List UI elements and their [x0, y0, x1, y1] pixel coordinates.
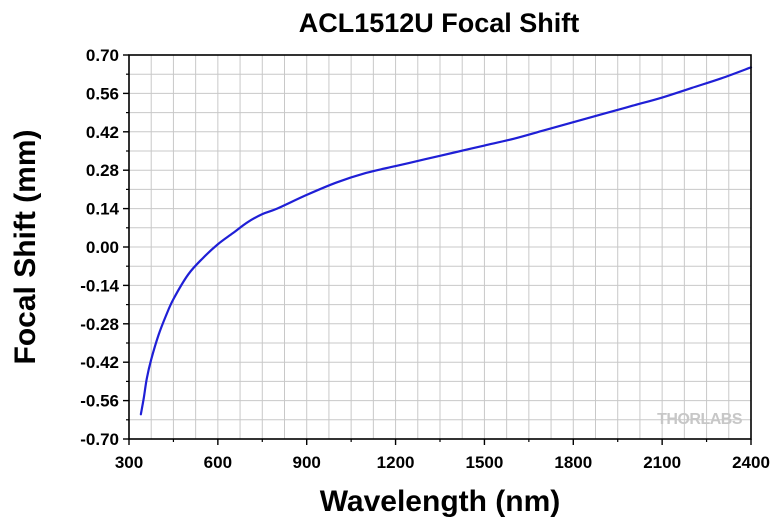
x-tick-label: 600 — [204, 453, 232, 472]
y-tick-label: -0.42 — [80, 353, 119, 372]
y-tick-label: 0.14 — [86, 200, 120, 219]
chart-title: ACL1512U Focal Shift — [299, 8, 580, 38]
y-tick-label: -0.28 — [80, 315, 119, 334]
y-tick-label: 0.28 — [86, 161, 119, 180]
y-tick-label: -0.56 — [80, 392, 119, 411]
x-tick-label: 2400 — [732, 453, 770, 472]
y-axis-ticks: 0.70 0.56 0.42 0.28 0.14 0.00 -0.14 -0.28 -0.42 -… — [80, 46, 129, 449]
y-tick-label: -0.70 — [80, 430, 119, 449]
thorlabs-watermark: THORLABS — [657, 411, 743, 428]
y-tick-label: 0.42 — [86, 123, 119, 142]
x-tick-label: 300 — [115, 453, 143, 472]
y-tick-label: 0.70 — [86, 46, 119, 65]
y-tick-label: 0.00 — [86, 238, 119, 257]
x-axis-ticks: 300 600 900 1200 1500 1800 2100 2400 — [115, 439, 770, 472]
x-tick-label: 900 — [293, 453, 321, 472]
y-tick-label: 0.56 — [86, 84, 119, 103]
series-line-0 — [139, 66, 753, 416]
x-tick-label: 2100 — [643, 453, 681, 472]
x-tick-label: 1800 — [554, 453, 592, 472]
plot-frame — [128, 54, 752, 440]
grid-lines — [129, 55, 751, 439]
series-layer — [139, 66, 753, 416]
y-axis-label: Focal Shift (mm) — [9, 129, 42, 364]
x-tick-label: 1200 — [377, 453, 415, 472]
y-tick-label: -0.14 — [80, 276, 119, 295]
x-tick-label: 1500 — [466, 453, 504, 472]
x-axis-label: Wavelength (nm) — [320, 485, 561, 518]
